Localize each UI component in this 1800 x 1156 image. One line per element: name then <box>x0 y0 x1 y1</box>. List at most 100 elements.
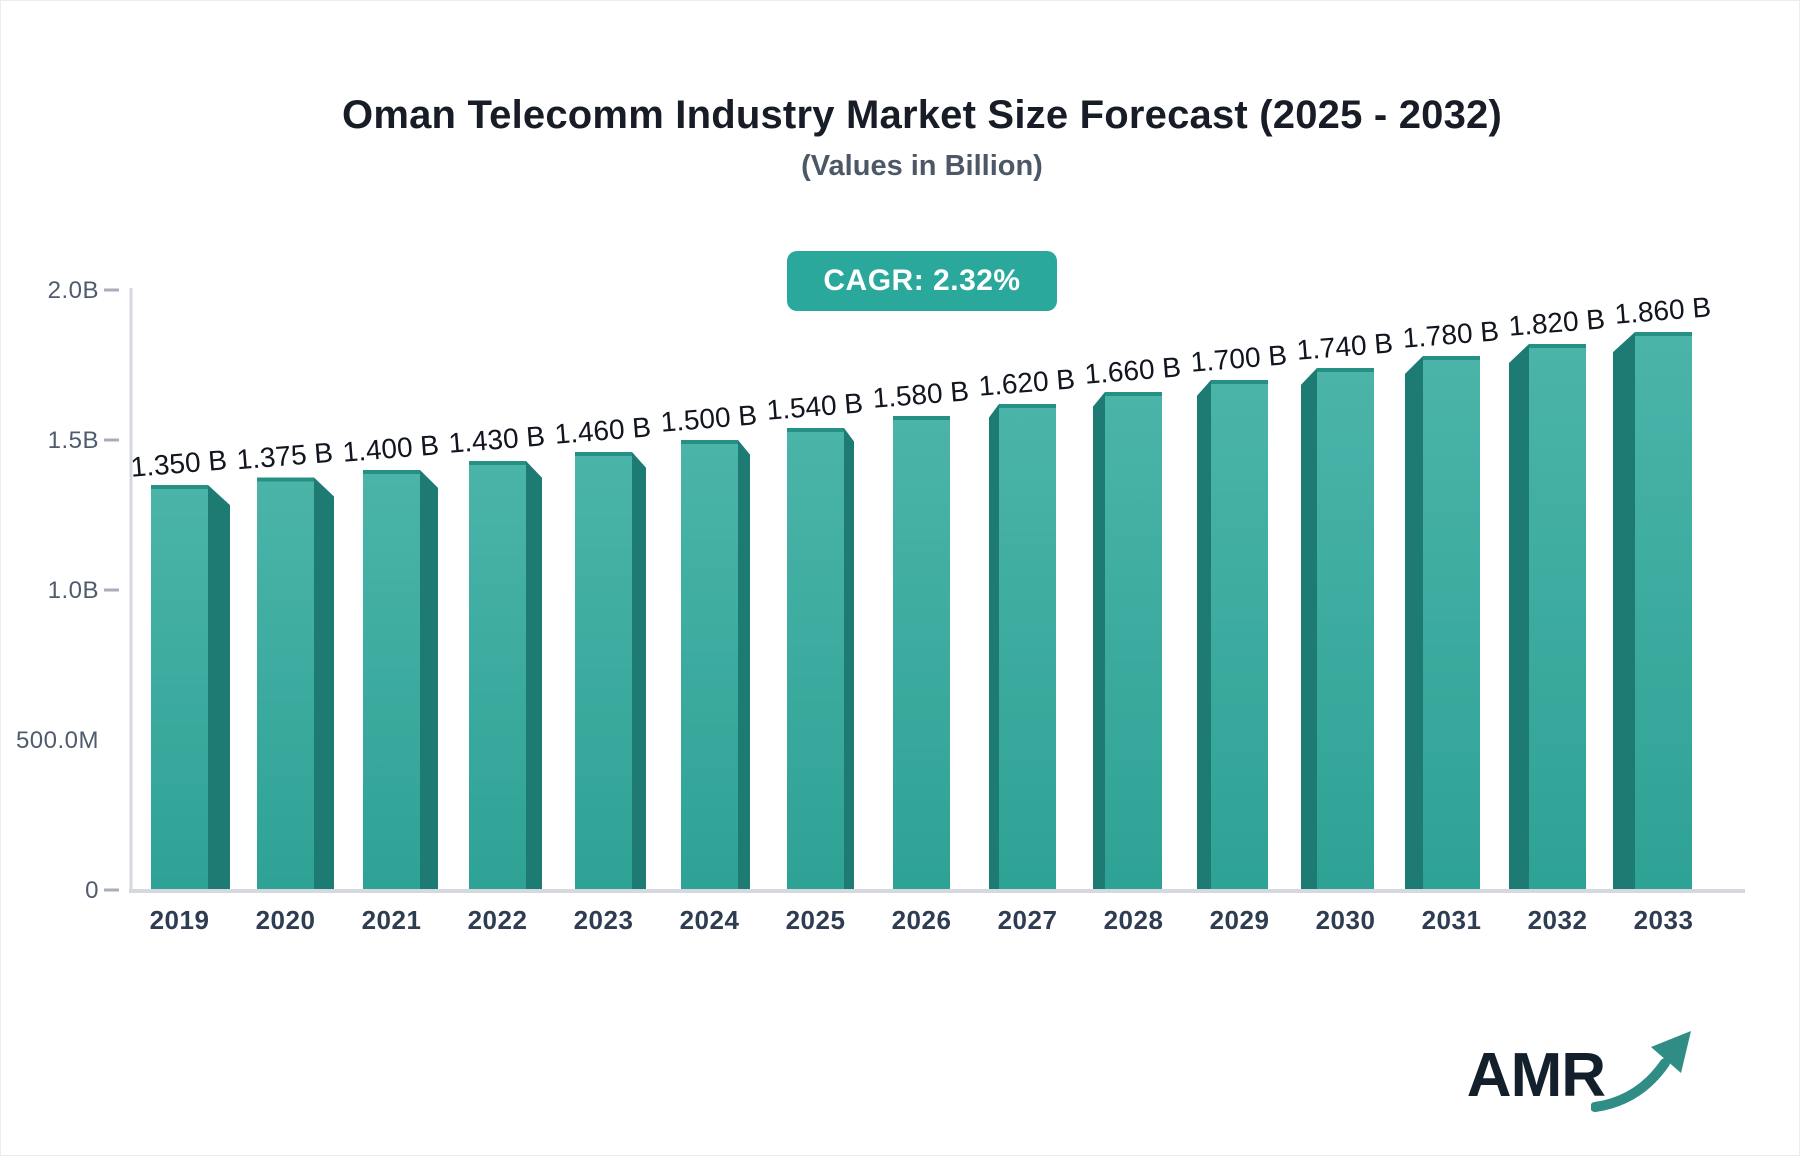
x-tick-label: 2033 <box>1634 905 1694 935</box>
bar-top-face <box>893 416 950 420</box>
amr-logo-text: AMR <box>1466 1041 1606 1110</box>
bar-2019: 1.350 B 2019 <box>129 444 230 935</box>
bar-front-face <box>257 477 314 890</box>
bar-value-label: 1.400 B <box>341 429 440 467</box>
bar-side-face <box>738 440 750 890</box>
y-tick-label: 500.0M <box>16 727 99 754</box>
bar-top-face <box>999 404 1056 408</box>
bar-front-face <box>469 461 526 890</box>
amr-logo: AMR <box>1466 1029 1695 1112</box>
y-tick-dash <box>104 438 119 442</box>
x-tick-label: 2028 <box>1104 905 1164 935</box>
bar-2029: 1.700 B 2029 <box>1189 339 1288 935</box>
bar-front-face <box>1211 380 1268 890</box>
bar-value-label: 1.700 B <box>1189 339 1288 377</box>
bar-top-face <box>1635 332 1692 336</box>
y-tick-dash <box>104 888 119 892</box>
y-tick-dash <box>104 288 119 292</box>
bar-2021: 1.400 B 2021 <box>341 429 440 935</box>
bar-top-face <box>787 428 844 432</box>
bar-2024: 1.500 B 2024 <box>659 399 758 935</box>
bar-front-face <box>1529 344 1586 890</box>
bar-side-face <box>844 428 854 890</box>
bar-value-label: 1.860 B <box>1613 291 1712 329</box>
y-tick-dash <box>104 588 119 592</box>
x-tick-label: 2025 <box>786 905 846 935</box>
bar-top-face <box>1423 356 1480 360</box>
bar-value-label: 1.430 B <box>447 420 546 458</box>
arrow-swoosh <box>1591 1058 1670 1112</box>
bar-front-face <box>1423 356 1480 890</box>
bar-2022: 1.430 B 2022 <box>447 420 546 935</box>
bar-top-face <box>151 485 208 489</box>
bar-value-label: 1.540 B <box>765 387 864 425</box>
bar-front-face <box>681 440 738 890</box>
x-tick-label: 2024 <box>680 905 740 935</box>
bar-2031: 1.780 B 2031 <box>1401 315 1500 935</box>
y-tick-label: 1.0B <box>48 577 99 604</box>
x-tick-label: 2029 <box>1210 905 1270 935</box>
bar-value-label: 1.740 B <box>1295 327 1394 365</box>
bar-top-face <box>1529 344 1586 348</box>
bar-value-label: 1.660 B <box>1083 351 1182 389</box>
bar-top-face <box>1317 368 1374 372</box>
growth-arrow-icon <box>1591 1031 1691 1112</box>
bar-value-label: 1.620 B <box>977 363 1076 401</box>
bar-2026: 1.580 B 2026 <box>871 375 970 935</box>
bar-side-face <box>1613 332 1635 890</box>
y-axis: 2.0B 1.5B 1.0B 500.0M 0 <box>16 277 133 904</box>
arrow-head <box>1651 1031 1691 1073</box>
bar-2032: 1.820 B 2032 <box>1507 303 1606 935</box>
y-axis-line <box>129 288 133 893</box>
bar-front-face <box>1635 332 1692 890</box>
bar-value-label: 1.500 B <box>659 399 758 437</box>
bar-value-label: 1.820 B <box>1507 303 1606 341</box>
bar-2020: 1.375 B 2020 <box>235 437 334 935</box>
x-tick-label: 2022 <box>468 905 528 935</box>
bar-side-face <box>526 461 542 890</box>
y-tick-label: 0 <box>85 877 99 904</box>
bars: 1.350 B 2019 1.375 B 2020 1.400 B 2021 1.430 B… <box>129 291 1712 935</box>
bar-front-face <box>1317 368 1374 890</box>
chart-title: Oman Telecomm Industry Market Size Forec… <box>342 93 1502 137</box>
bar-side-face <box>420 470 438 890</box>
bar-top-face <box>681 440 738 444</box>
x-tick-label: 2023 <box>574 905 634 935</box>
x-tick-label: 2019 <box>150 905 210 935</box>
bar-top-face <box>575 452 632 456</box>
bar-value-label: 1.350 B <box>129 444 228 482</box>
bar-top-face <box>1211 380 1268 384</box>
bar-side-face <box>1093 392 1105 890</box>
bar-front-face <box>151 485 208 890</box>
x-tick-label: 2031 <box>1422 905 1482 935</box>
bar-2033: 1.860 B 2033 <box>1613 291 1712 935</box>
x-tick-label: 2021 <box>362 905 422 935</box>
bar-value-label: 1.580 B <box>871 375 970 413</box>
bar-2028: 1.660 B 2028 <box>1083 351 1182 935</box>
bar-top-face <box>363 470 420 474</box>
bar-front-face <box>575 452 632 890</box>
x-axis-line <box>129 889 1745 893</box>
bar-side-face <box>1197 380 1211 890</box>
bar-side-face <box>632 452 646 890</box>
y-tick-label: 2.0B <box>48 277 99 304</box>
x-tick-label: 2026 <box>892 905 952 935</box>
x-tick-label: 2020 <box>256 905 316 935</box>
x-tick-label: 2032 <box>1528 905 1588 935</box>
x-tick-label: 2027 <box>998 905 1058 935</box>
bar-value-label: 1.375 B <box>235 437 334 475</box>
bar-top-face <box>469 461 526 465</box>
bar-front-face <box>893 416 950 890</box>
bar-value-label: 1.780 B <box>1401 315 1500 353</box>
bar-side-face <box>1301 368 1317 890</box>
bar-side-face <box>1509 344 1529 890</box>
bar-top-face <box>1105 392 1162 396</box>
y-tick-label: 1.5B <box>48 427 99 454</box>
bar-2030: 1.740 B 2030 <box>1295 327 1394 935</box>
cagr-badge: CAGR: 2.32% <box>787 251 1057 311</box>
bar-front-face <box>999 404 1056 890</box>
bar-side-face <box>1405 356 1423 890</box>
bar-front-face <box>363 470 420 890</box>
